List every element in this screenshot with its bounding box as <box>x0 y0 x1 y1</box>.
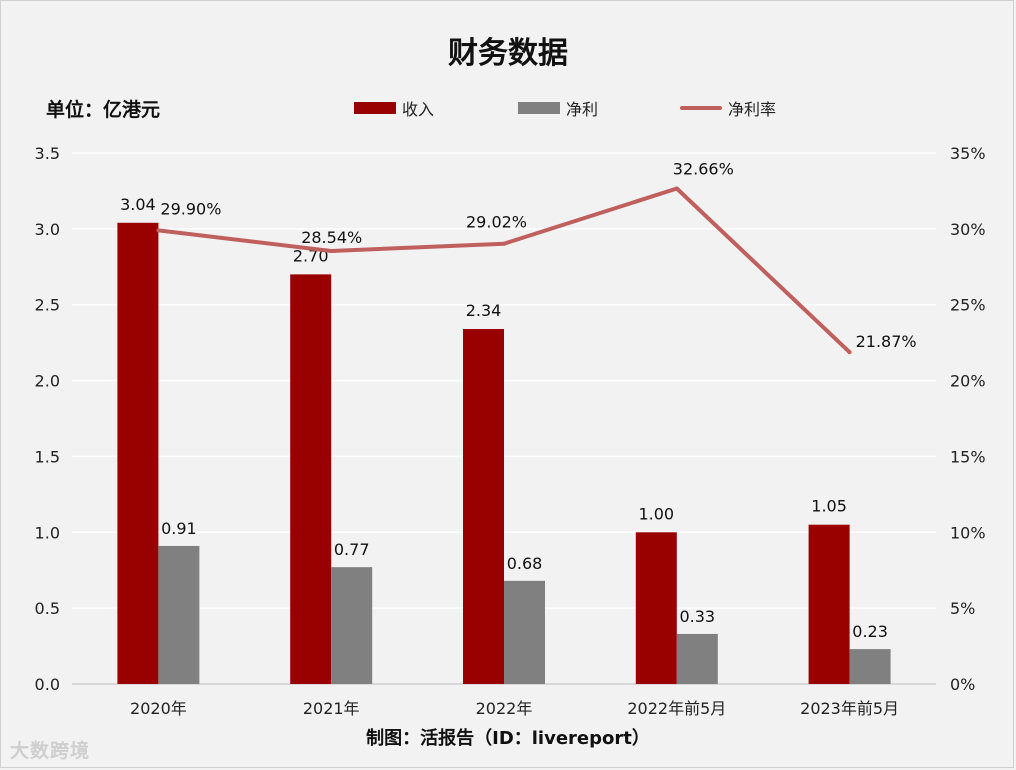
y-tick-label: 1.5 <box>35 447 60 466</box>
x-tick-label: 2023年前5月 <box>800 699 899 718</box>
y-tick-label: 0.0 <box>35 675 60 694</box>
y2-tick-label: 10% <box>950 523 986 542</box>
net-margin-point <box>502 241 506 246</box>
y-tick-label: 3.5 <box>35 144 60 163</box>
revenue-data-label: 1.00 <box>638 504 674 523</box>
net-profit-bar <box>676 633 718 684</box>
legend-revenue: 收入 <box>354 96 434 120</box>
legend-net-profit: 净利 <box>518 96 598 120</box>
chart-title: 财务数据 <box>448 36 568 71</box>
watermark: 大数跨境 <box>10 740 91 762</box>
net-profit-data-label: 0.33 <box>679 607 715 626</box>
footer-credit: 制图：活报告（ID：livereport） <box>366 728 650 749</box>
y-tick-label: 3.0 <box>35 220 60 239</box>
revenue-bar <box>117 222 159 684</box>
revenue-bar <box>290 274 332 684</box>
net-margin-data-label: 21.87% <box>856 332 917 351</box>
y-tick-label: 2.0 <box>35 372 60 391</box>
revenue-bar <box>808 524 850 684</box>
net-profit-bar <box>331 567 373 684</box>
net-profit-data-label: 0.23 <box>852 622 888 641</box>
net-profit-bar <box>158 545 200 684</box>
y-tick-label: 0.5 <box>35 599 60 618</box>
x-tick-label: 2022年 <box>476 699 533 718</box>
y-tick-label: 1.0 <box>35 523 60 542</box>
net-margin-point <box>847 350 852 355</box>
legend-net-profit-label: 净利 <box>566 100 599 119</box>
legend-net-margin-label: 净利率 <box>728 100 777 119</box>
net-margin-data-label: 28.54% <box>301 228 362 247</box>
net-profit-data-label: 0.91 <box>161 519 197 538</box>
legend-revenue-label: 收入 <box>402 100 435 119</box>
revenue-data-label: 3.04 <box>120 195 156 214</box>
legend-revenue-swatch <box>354 102 396 114</box>
x-tick-label: 2022年前5月 <box>627 699 726 718</box>
y2-tick-label: 0% <box>950 675 975 694</box>
net-profit-bar <box>504 580 545 684</box>
legend-net-margin-swatch <box>680 106 722 110</box>
y2-tick-label: 5% <box>950 599 975 618</box>
y2-tick-label: 25% <box>950 296 986 315</box>
y2-tick-label: 15% <box>950 447 986 466</box>
legend-net-profit-swatch <box>518 102 560 114</box>
net-margin-point <box>674 186 679 191</box>
legend-net-margin: 净利率 <box>680 96 776 120</box>
net-profit-bar <box>849 649 891 684</box>
net-margin-data-label: 29.02% <box>466 213 527 232</box>
revenue-data-label: 1.05 <box>811 497 847 516</box>
revenue-bar <box>463 328 504 684</box>
net-profit-data-label: 0.77 <box>334 540 370 559</box>
revenue-bar <box>635 532 677 684</box>
y2-tick-label: 20% <box>950 372 986 391</box>
unit-label: 单位：亿港元 <box>46 99 161 121</box>
y2-tick-label: 30% <box>950 220 986 239</box>
net-profit-data-label: 0.68 <box>507 554 543 573</box>
net-margin-data-label: 32.66% <box>673 160 734 179</box>
revenue-data-label: 2.34 <box>466 301 502 320</box>
net-margin-point <box>156 228 161 233</box>
net-margin-data-label: 29.90% <box>160 199 221 218</box>
x-tick-label: 2020年 <box>130 699 187 718</box>
y-tick-label: 2.5 <box>35 296 60 315</box>
x-tick-label: 2021年 <box>303 699 360 718</box>
net-margin-point <box>329 249 334 254</box>
y2-tick-label: 35% <box>950 144 986 163</box>
